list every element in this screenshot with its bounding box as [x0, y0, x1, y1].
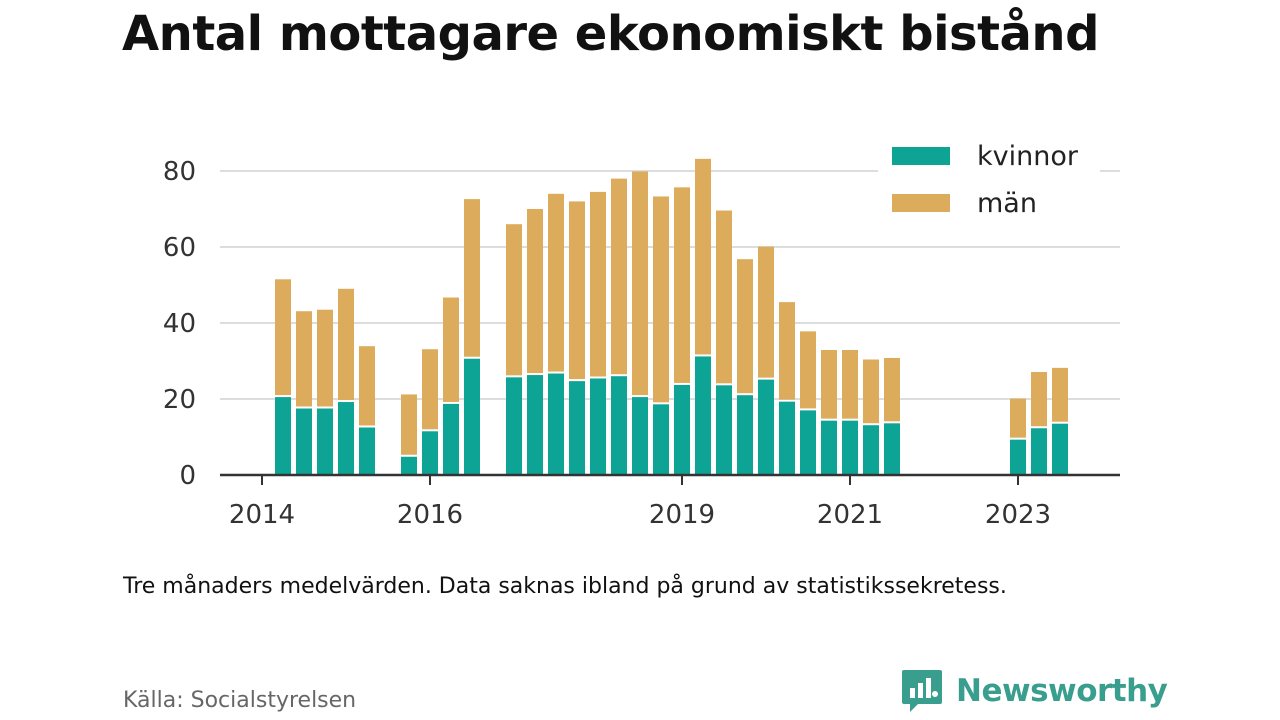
bar-kvinnor — [632, 397, 648, 475]
y-tick-label-20: 20 — [163, 385, 196, 415]
bar-man — [548, 193, 564, 372]
bar-kvinnor — [548, 373, 564, 475]
bar-man — [338, 288, 354, 401]
bar-man — [1010, 398, 1026, 438]
bar-man — [359, 346, 375, 426]
axes: 0 20 40 60 80 2014 2016 2019 2021 2023 — [163, 157, 1120, 530]
bar-kvinnor — [296, 408, 312, 475]
bar-kvinnor — [464, 358, 480, 475]
bar-man — [422, 349, 438, 430]
bar-man — [527, 209, 543, 374]
bar-kvinnor — [590, 378, 606, 475]
bar-man — [443, 297, 459, 402]
bar-kvinnor — [443, 403, 459, 475]
x-tick-label-2019: 2019 — [649, 500, 715, 530]
bar-man — [674, 187, 690, 383]
bar-man — [737, 259, 753, 394]
bar-man — [275, 279, 291, 396]
bar-man — [611, 178, 627, 375]
bar-kvinnor — [884, 423, 900, 475]
bar-kvinnor — [821, 420, 837, 475]
bar-man — [506, 224, 522, 376]
bar-kvinnor — [359, 427, 375, 475]
x-tick-label-2023: 2023 — [985, 500, 1051, 530]
bar-man — [590, 191, 606, 377]
x-tick-label-2021: 2021 — [817, 500, 883, 530]
source-credit: Källa: Socialstyrelsen — [123, 688, 357, 713]
bar-man — [296, 311, 312, 407]
bar-man — [716, 210, 732, 384]
bar-kvinnor — [674, 384, 690, 475]
bar-kvinnor — [695, 356, 711, 475]
y-tick-label-80: 80 — [163, 157, 196, 187]
legend-swatch-kvinnor — [892, 147, 950, 165]
bar-kvinnor — [737, 395, 753, 475]
bar-kvinnor — [653, 404, 669, 475]
bar-kvinnor — [1031, 428, 1047, 475]
bar-man — [884, 357, 900, 422]
brand-logo[interactable]: Newsworthy — [900, 668, 1168, 714]
x-tick-label-2016: 2016 — [397, 500, 463, 530]
bar-kvinnor — [611, 376, 627, 475]
legend: kvinnor män — [878, 132, 1100, 228]
bar-kvinnor — [338, 402, 354, 475]
legend-label-kvinnor: kvinnor — [977, 141, 1079, 172]
bar-kvinnor — [863, 425, 879, 475]
bar-kvinnor — [1052, 423, 1068, 475]
legend-label-man: män — [977, 188, 1037, 219]
bar-man — [821, 349, 837, 419]
bar-man — [779, 302, 795, 400]
bar-kvinnor — [842, 420, 858, 475]
bar-kvinnor — [401, 456, 417, 475]
bar-kvinnor — [1010, 439, 1026, 475]
bar-kvinnor — [758, 379, 774, 475]
y-tick-label-0: 0 — [179, 461, 196, 491]
bar-man — [401, 394, 417, 455]
bar-man — [464, 199, 480, 357]
legend-swatch-man — [892, 194, 950, 212]
bar-man — [1052, 367, 1068, 422]
bar-kvinnor — [569, 381, 585, 475]
bar-kvinnor — [317, 408, 333, 475]
bar-kvinnor — [527, 375, 543, 475]
chart-note: Tre månaders medelvärden. Data saknas ib… — [123, 574, 1007, 599]
chart-title: Antal mottagare ekonomiskt bistånd — [122, 6, 1099, 62]
bar-man — [758, 246, 774, 378]
bar-man — [800, 331, 816, 409]
bar-man — [863, 359, 879, 424]
bar-kvinnor — [506, 377, 522, 475]
bars — [275, 158, 1068, 475]
bar-man — [653, 196, 669, 403]
bar-man — [569, 201, 585, 380]
bar-man — [1031, 372, 1047, 427]
y-tick-label-60: 60 — [163, 233, 196, 263]
bar-man — [842, 349, 858, 419]
bar-kvinnor — [422, 431, 438, 475]
bar-man — [695, 158, 711, 355]
bar-kvinnor — [779, 401, 795, 475]
stacked-bar-chart: 0 20 40 60 80 2014 2016 2019 2021 2023 kvinnor mä… — [162, 132, 1120, 530]
bar-kvinnor — [275, 397, 291, 475]
y-tick-label-40: 40 — [163, 309, 196, 339]
bar-man — [317, 309, 333, 407]
bar-kvinnor — [800, 410, 816, 475]
bar-kvinnor — [716, 385, 732, 475]
newsworthy-logo-icon — [902, 670, 942, 712]
bar-man — [632, 171, 648, 396]
brand-name: Newsworthy — [956, 673, 1168, 709]
x-tick-label-2014: 2014 — [229, 500, 295, 530]
